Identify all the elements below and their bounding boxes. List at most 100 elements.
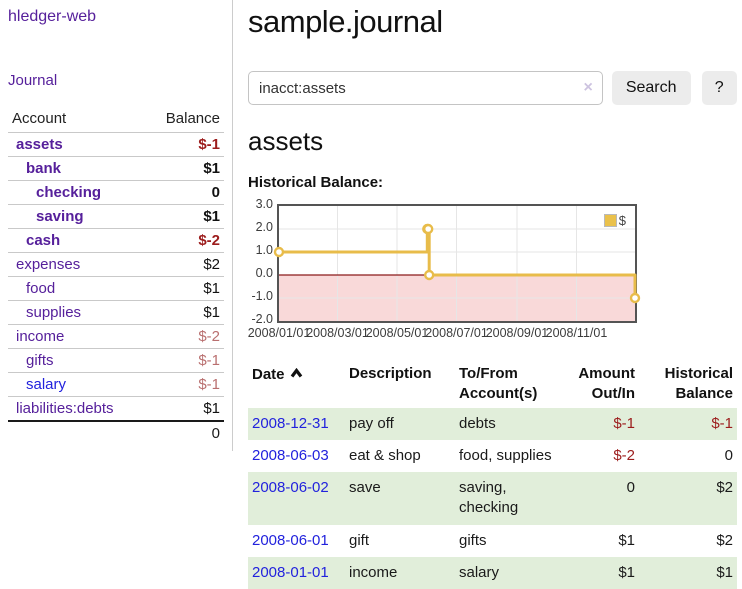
- y-tick-label: -1.0: [248, 289, 273, 303]
- transaction-amount: $-1: [559, 408, 639, 440]
- page-title: sample.journal: [248, 4, 737, 40]
- account-balance: $1: [146, 205, 224, 229]
- x-tick-label: 2008/11/01: [540, 326, 612, 340]
- transactions-table: Date Description To/From Account(s) Amou…: [248, 361, 737, 589]
- account-balance: $-1: [146, 373, 224, 397]
- transaction-description: income: [345, 557, 455, 589]
- transaction-accounts: salary: [455, 557, 559, 589]
- transaction-date-link[interactable]: 2008-12-31: [252, 415, 329, 432]
- account-balance: $1: [146, 301, 224, 325]
- transaction-date-link[interactable]: 2008-06-01: [252, 532, 329, 549]
- transaction-balance: $1: [639, 557, 737, 589]
- chart-legend: $: [604, 213, 626, 228]
- search-button[interactable]: Search: [612, 71, 691, 105]
- accounts-total-row: 0: [8, 421, 224, 445]
- sidebar: hledger-web Journal Account Balance asse…: [0, 0, 233, 451]
- account-link[interactable]: liabilities:debts: [16, 400, 114, 417]
- accounts-table-body: assets $-1 bank $1 checking 0 saving $1 …: [8, 133, 224, 422]
- main-content: sample.journal × Search ? assets Histori…: [248, 0, 737, 589]
- transaction-accounts: gifts: [455, 525, 559, 557]
- account-link[interactable]: cash: [26, 232, 60, 249]
- transaction-amount: $1: [559, 557, 639, 589]
- account-link[interactable]: gifts: [26, 352, 54, 369]
- app-title-link[interactable]: hledger-web: [8, 8, 96, 26]
- transaction-description: pay off: [345, 408, 455, 440]
- account-link[interactable]: expenses: [16, 256, 80, 273]
- account-page-title: assets: [248, 126, 737, 157]
- account-balance: $2: [146, 253, 224, 277]
- transaction-amount: $1: [559, 525, 639, 557]
- transaction-row: 2008-01-01 income salary $1 $1: [248, 557, 737, 589]
- transaction-date-link[interactable]: 2008-06-03: [252, 447, 329, 464]
- y-tick-label: 1.0: [248, 243, 273, 257]
- account-link[interactable]: checking: [36, 184, 101, 201]
- account-row: food $1: [8, 277, 224, 301]
- transaction-description: save: [345, 472, 455, 525]
- account-balance: $-2: [146, 325, 224, 349]
- account-link[interactable]: bank: [26, 160, 61, 177]
- account-link[interactable]: food: [26, 280, 55, 297]
- accounts-total-spacer: [8, 421, 146, 445]
- legend-swatch-icon: [604, 214, 617, 227]
- clear-icon[interactable]: ×: [583, 79, 592, 97]
- transaction-description: gift: [345, 525, 455, 557]
- y-tick-label: 0.0: [248, 266, 273, 280]
- account-row: liabilities:debts $1: [8, 397, 224, 422]
- transaction-amount: 0: [559, 472, 639, 525]
- accounts-total-value: 0: [146, 421, 224, 445]
- account-row: supplies $1: [8, 301, 224, 325]
- account-link[interactable]: salary: [26, 376, 66, 393]
- transaction-date-link[interactable]: 2008-06-02: [252, 479, 329, 496]
- account-row: salary $-1: [8, 373, 224, 397]
- accounts-header-account: Account: [8, 107, 146, 133]
- chart-heading: Historical Balance:: [248, 174, 737, 191]
- transaction-balance: 0: [639, 440, 737, 472]
- accounts-header-balance: Balance: [146, 107, 224, 133]
- account-row: assets $-1: [8, 133, 224, 157]
- txn-header-date[interactable]: Date: [248, 361, 345, 408]
- transaction-accounts: debts: [455, 408, 559, 440]
- account-row: checking 0: [8, 181, 224, 205]
- account-row: expenses $2: [8, 253, 224, 277]
- txn-header-description: Description: [345, 361, 455, 408]
- account-balance: $1: [146, 277, 224, 301]
- transaction-description: eat & shop: [345, 440, 455, 472]
- transaction-accounts: saving, checking: [455, 472, 559, 525]
- account-balance: 0: [146, 181, 224, 205]
- account-balance: $-1: [146, 349, 224, 373]
- account-balance: $1: [146, 157, 224, 181]
- transactions-table-body: 2008-12-31 pay off debts $-1 $-1 2008-06…: [248, 408, 737, 589]
- account-link[interactable]: saving: [36, 208, 84, 225]
- sort-asc-icon: [290, 364, 303, 384]
- transaction-row: 2008-12-31 pay off debts $-1 $-1: [248, 408, 737, 440]
- account-row: gifts $-1: [8, 349, 224, 373]
- txn-header-balance: Historical Balance: [639, 361, 737, 408]
- y-tick-label: -2.0: [248, 312, 273, 326]
- legend-label: $: [619, 213, 626, 228]
- transaction-accounts: food, supplies: [455, 440, 559, 472]
- txn-header-accounts: To/From Account(s): [455, 361, 559, 408]
- transaction-balance: $2: [639, 472, 737, 525]
- historical-balance-chart: 3.02.01.00.0-1.0-2.0 $ 2008/01/012008/03…: [248, 202, 737, 344]
- y-tick-label: 3.0: [248, 197, 273, 211]
- help-button[interactable]: ?: [702, 71, 737, 105]
- transaction-date-link[interactable]: 2008-01-01: [252, 564, 329, 581]
- chart-canvas[interactable]: [279, 206, 635, 321]
- account-balance: $1: [146, 397, 224, 422]
- account-link[interactable]: assets: [16, 136, 63, 153]
- sidebar-item-journal[interactable]: Journal: [8, 72, 57, 89]
- search-form: × Search ?: [248, 71, 737, 105]
- account-balance: $-1: [146, 133, 224, 157]
- account-row: income $-2: [8, 325, 224, 349]
- transaction-balance: $-1: [639, 408, 737, 440]
- search-input[interactable]: [248, 71, 603, 105]
- account-balance: $-2: [146, 229, 224, 253]
- chart-plot[interactable]: $: [277, 204, 637, 323]
- account-row: bank $1: [8, 157, 224, 181]
- transaction-row: 2008-06-01 gift gifts $1 $2: [248, 525, 737, 557]
- account-link[interactable]: income: [16, 328, 64, 345]
- transaction-balance: $2: [639, 525, 737, 557]
- account-row: saving $1: [8, 205, 224, 229]
- account-link[interactable]: supplies: [26, 304, 81, 321]
- transaction-row: 2008-06-03 eat & shop food, supplies $-2…: [248, 440, 737, 472]
